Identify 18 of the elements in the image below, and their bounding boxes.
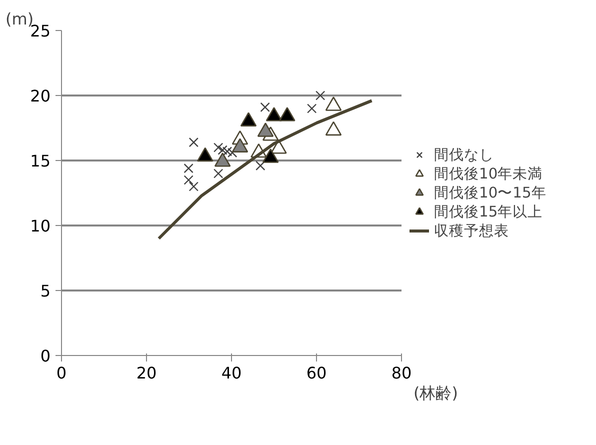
legend-label: 間伐後10年未満 bbox=[434, 164, 543, 183]
y-tick-label: 0 bbox=[40, 346, 51, 366]
y-tick-label: 10 bbox=[30, 216, 50, 236]
x-tick-label: 40 bbox=[221, 364, 242, 382]
y-tick-label: 5 bbox=[40, 282, 51, 300]
x-tick-label: 20 bbox=[136, 364, 157, 382]
x-tick-label: 60 bbox=[306, 364, 327, 382]
legend-label: 間伐後10〜15年 bbox=[434, 183, 546, 202]
legend-label: 収穫予想表 bbox=[434, 221, 509, 240]
legend-label: 間伐なし bbox=[434, 145, 494, 164]
x-axis-title: (林齢) bbox=[414, 384, 458, 402]
line-series bbox=[157, 99, 374, 240]
y-axis-title: (m) bbox=[6, 10, 34, 28]
y-tick-label: 15 bbox=[30, 152, 50, 170]
x-tick-label: 0 bbox=[56, 364, 67, 382]
legend-label: 間伐後15年以上 bbox=[434, 202, 543, 221]
x-tick-label: 80 bbox=[391, 364, 412, 382]
y-tick-label: 20 bbox=[30, 86, 50, 106]
